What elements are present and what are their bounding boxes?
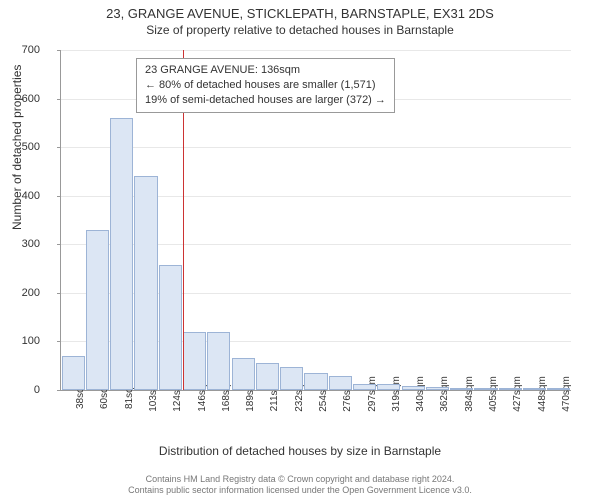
footer-line-1: Contains HM Land Registry data © Crown c… xyxy=(0,474,600,485)
chart-container: 23, GRANGE AVENUE, STICKLEPATH, BARNSTAP… xyxy=(0,0,600,500)
histogram-bar xyxy=(62,356,85,390)
ytick-label: 300 xyxy=(0,238,40,250)
histogram-bar xyxy=(450,388,473,390)
histogram-bar xyxy=(304,373,327,390)
histogram-bar xyxy=(377,384,400,390)
histogram-bar xyxy=(499,388,522,390)
gridline xyxy=(61,147,571,148)
xtick-label: 297sqm xyxy=(367,376,378,412)
xtick-label: 340sqm xyxy=(415,376,426,412)
footer: Contains HM Land Registry data © Crown c… xyxy=(0,474,600,496)
annotation-line-2: ← 80% of detached houses are smaller (1,… xyxy=(145,78,386,93)
ytick-mark xyxy=(57,99,61,100)
ytick-mark xyxy=(57,50,61,51)
page-title: 23, GRANGE AVENUE, STICKLEPATH, BARNSTAP… xyxy=(0,0,600,21)
ytick-mark xyxy=(57,147,61,148)
ytick-label: 500 xyxy=(0,141,40,153)
ytick-mark xyxy=(57,390,61,391)
histogram-bar xyxy=(547,388,570,390)
histogram-bar xyxy=(353,384,376,390)
histogram-bar xyxy=(329,376,352,390)
histogram-bar xyxy=(232,358,255,390)
histogram-bar xyxy=(183,332,206,390)
ytick-label: 100 xyxy=(0,335,40,347)
histogram-bar xyxy=(426,387,449,390)
chart-area: 23 GRANGE AVENUE: 136sqm ← 80% of detach… xyxy=(60,50,570,420)
histogram-bar xyxy=(402,386,425,390)
histogram-bar xyxy=(280,367,303,390)
xtick-label: 319sqm xyxy=(391,376,402,412)
annotation-box: 23 GRANGE AVENUE: 136sqm ← 80% of detach… xyxy=(136,58,395,113)
xtick-label: 384sqm xyxy=(464,376,475,412)
ytick-mark xyxy=(57,196,61,197)
histogram-bar xyxy=(134,176,157,390)
x-axis-label: Distribution of detached houses by size … xyxy=(0,444,600,458)
annotation-line-3: 19% of semi-detached houses are larger (… xyxy=(145,93,386,108)
histogram-bar xyxy=(159,265,182,390)
ytick-mark xyxy=(57,244,61,245)
histogram-bar xyxy=(86,230,109,390)
footer-line-2: Contains public sector information licen… xyxy=(0,485,600,496)
ytick-label: 200 xyxy=(0,287,40,299)
histogram-bar xyxy=(474,388,497,390)
histogram-bar xyxy=(523,388,546,390)
ytick-mark xyxy=(57,293,61,294)
ytick-label: 600 xyxy=(0,93,40,105)
xtick-label: 405sqm xyxy=(488,376,499,412)
ytick-label: 0 xyxy=(0,384,40,396)
histogram-bar xyxy=(256,363,279,390)
plot-region: 23 GRANGE AVENUE: 136sqm ← 80% of detach… xyxy=(60,50,571,391)
xtick-label: 362sqm xyxy=(439,376,450,412)
histogram-bar xyxy=(207,332,230,390)
gridline xyxy=(61,50,571,51)
xtick-label: 470sqm xyxy=(561,376,572,412)
ytick-label: 400 xyxy=(0,190,40,202)
xtick-label: 427sqm xyxy=(512,376,523,412)
histogram-bar xyxy=(110,118,133,390)
ytick-mark xyxy=(57,341,61,342)
page-subtitle: Size of property relative to detached ho… xyxy=(0,21,600,37)
xtick-label: 448sqm xyxy=(537,376,548,412)
annotation-line-1: 23 GRANGE AVENUE: 136sqm xyxy=(145,63,386,78)
ytick-label: 700 xyxy=(0,44,40,56)
